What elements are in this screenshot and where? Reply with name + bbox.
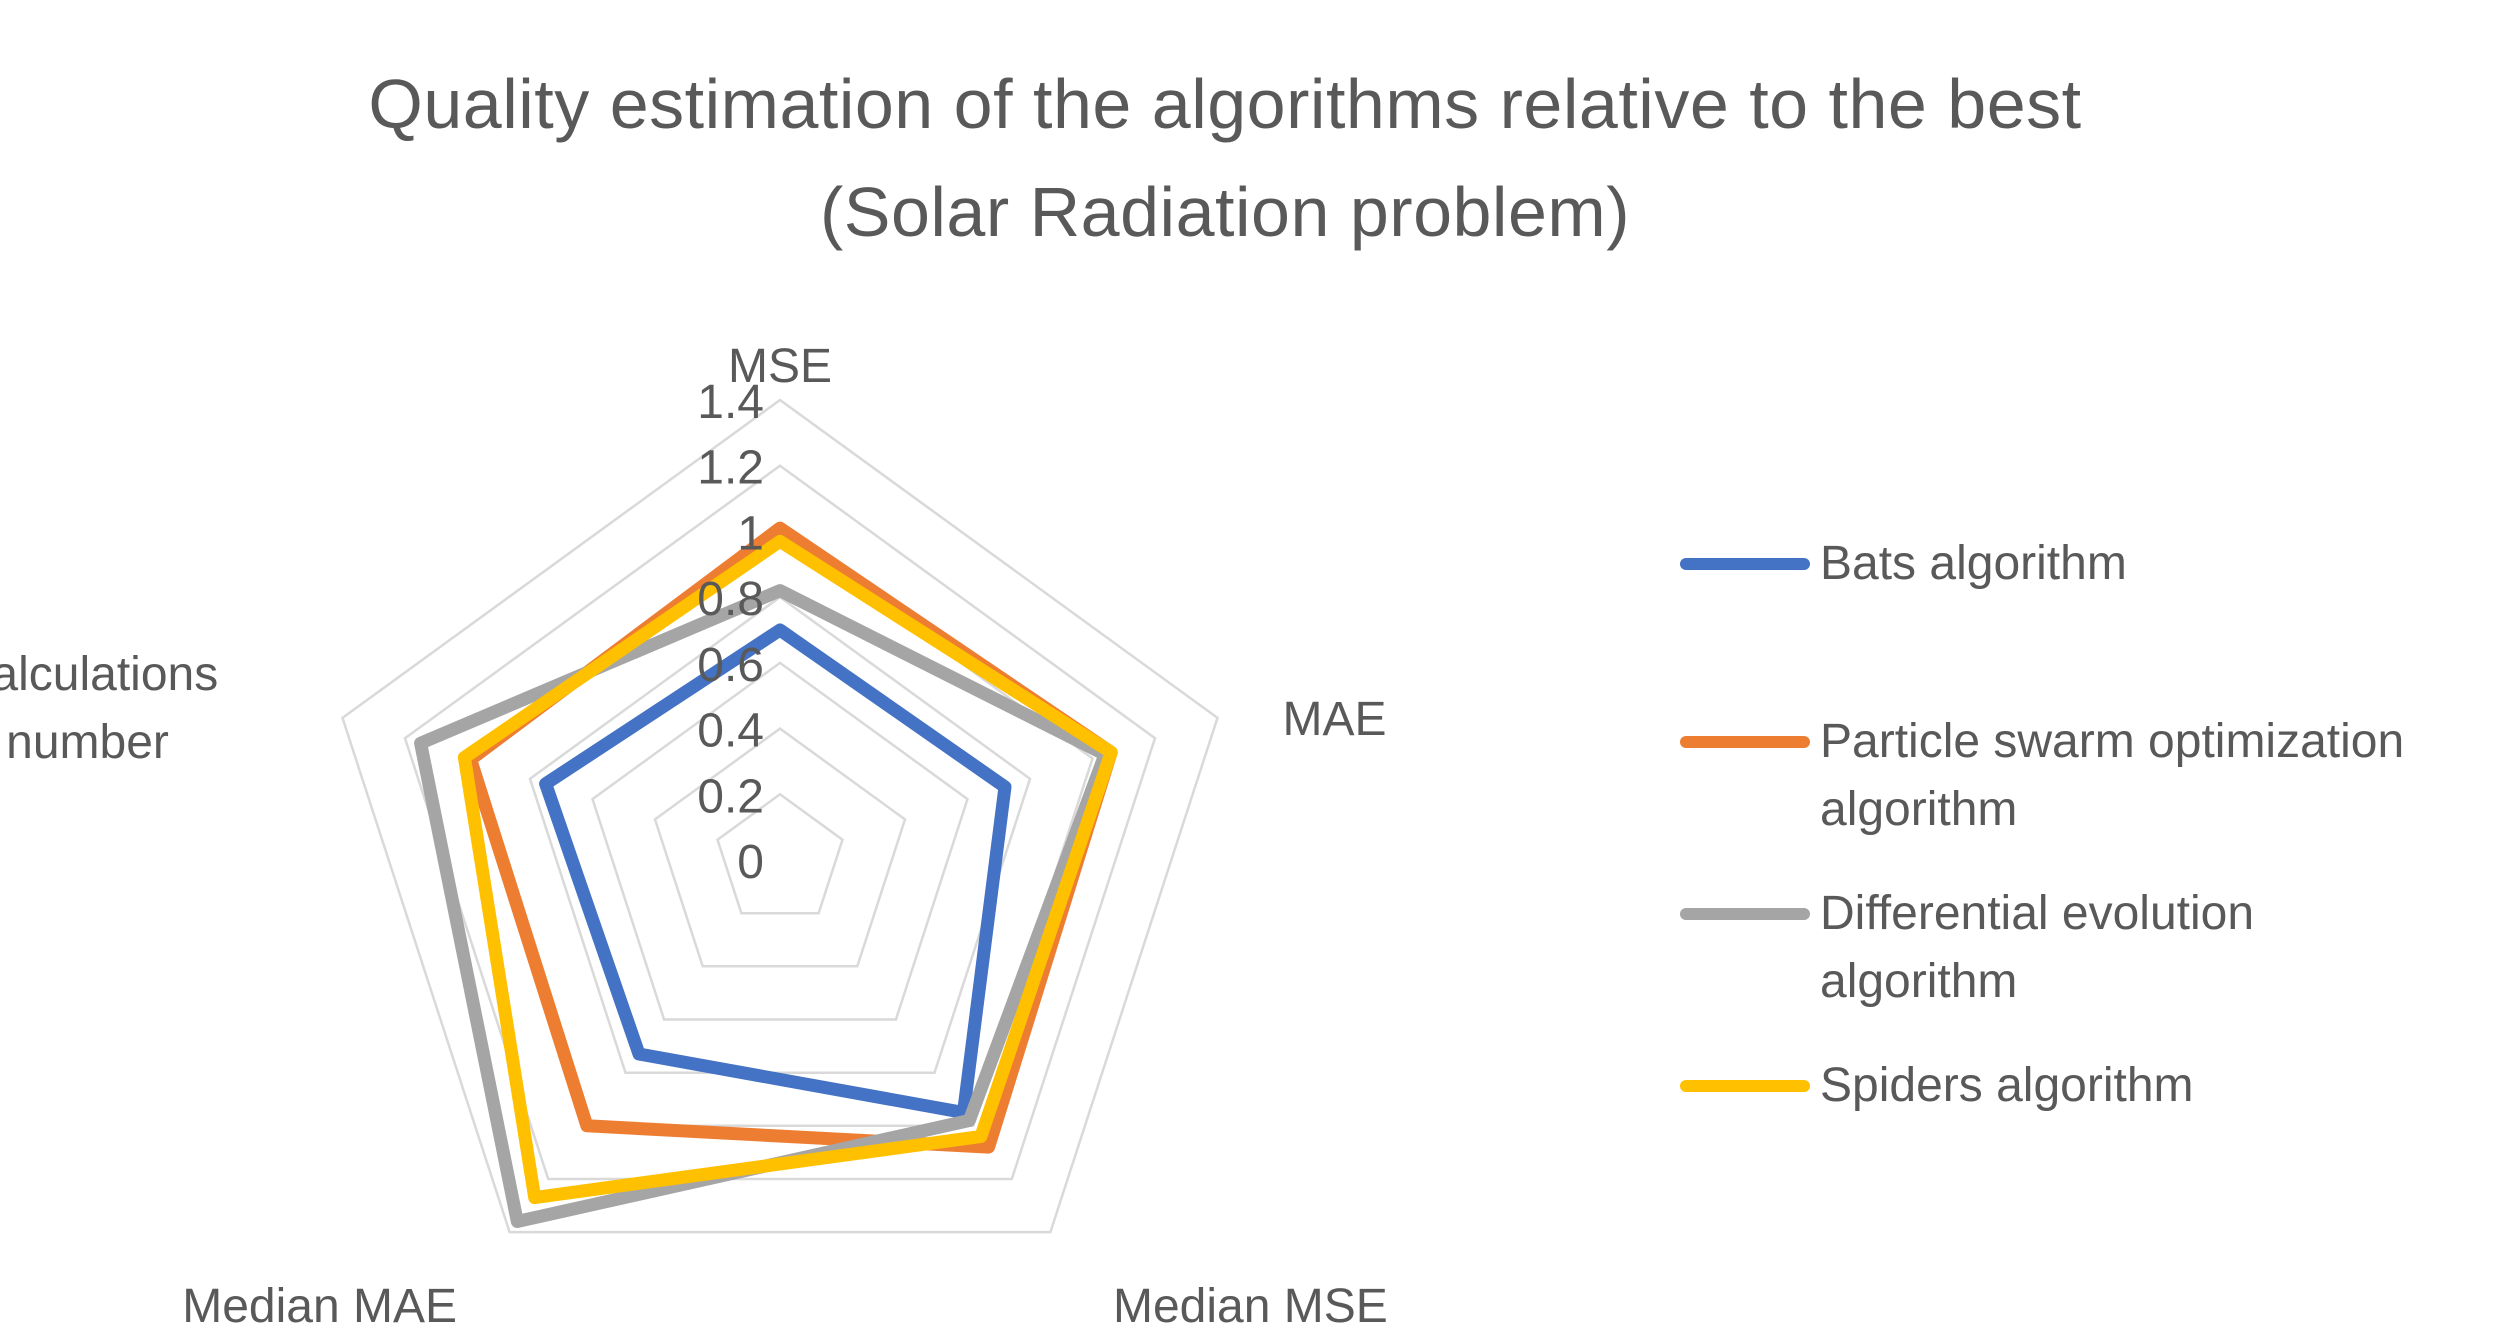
legend-label: Differential evolution — [1820, 887, 2255, 940]
legend-swatch — [1680, 558, 1810, 570]
legend-swatch — [1680, 736, 1810, 748]
tick-labels: 0 0.2 0.4 0.6 0.8 1 1.2 1.4 — [697, 376, 764, 889]
tick-label: 0.6 — [697, 639, 764, 692]
series-layer — [414, 521, 1118, 1228]
tick-label: 1.2 — [697, 442, 764, 495]
legend-swatch — [1680, 908, 1810, 920]
legend: Bats algorithm Particle swarm optimizatio… — [1680, 530, 2500, 1156]
axis-label-calculations-number: Calculationsnumber — [0, 648, 218, 769]
legend-item: Spiders algorithm — [1680, 1052, 2500, 1120]
radar-chart: 0 0.2 0.4 0.6 0.8 1 1.2 1.4 MSE MAE Median MSE Med… — [0, 340, 1388, 1328]
grid-ring-3 — [591, 661, 969, 1021]
tick-label: 0 — [737, 836, 764, 889]
tick-label: 0.2 — [697, 770, 764, 823]
grid-ring-1 — [716, 792, 844, 915]
legend-item: Particle swarm optimization algorithm — [1680, 708, 2500, 844]
tick-label: 1.4 — [697, 376, 764, 429]
legend-label: algorithm — [1820, 783, 2018, 836]
chart-title: Quality estimation of the algorithms rel… — [0, 50, 2450, 266]
tick-label: 0.8 — [697, 573, 764, 626]
grid-ring-4 — [528, 595, 1032, 1074]
legend-item: Bats algorithm — [1680, 530, 2500, 598]
axis-label-mse: MSE — [728, 340, 832, 393]
axis-label-mae: MAE — [1283, 693, 1387, 746]
legend-swatch — [1680, 1080, 1810, 1092]
axis-label-median-mae: Median MAE — [182, 1280, 457, 1328]
chart-subtitle: (Solar Radiation problem) — [819, 173, 1631, 251]
legend-label: Particle swarm optimization — [1820, 715, 2405, 768]
legend-label: Spiders algorithm — [1820, 1059, 2194, 1112]
axis-label-median-mse: Median MSE — [1113, 1280, 1388, 1328]
chart-title-line1: Quality estimation of the algorithms rel… — [368, 65, 2082, 143]
series-line-3 — [457, 534, 1118, 1205]
series-line-0 — [539, 623, 1012, 1119]
grid-ring-2 — [653, 727, 907, 968]
grid-ring-6 — [403, 464, 1157, 1181]
tick-label: 0.4 — [697, 705, 764, 758]
legend-item: Differential evolution algorithm — [1680, 880, 2500, 1016]
tick-label: 1 — [737, 507, 764, 560]
legend-label: algorithm — [1820, 955, 2018, 1008]
grid-ring-7 — [341, 398, 1219, 1234]
axis-labels: MSE MAE Median MSE Median MAE Calculationsnu… — [0, 340, 1388, 1328]
legend-label: Bats algorithm — [1820, 537, 2127, 590]
